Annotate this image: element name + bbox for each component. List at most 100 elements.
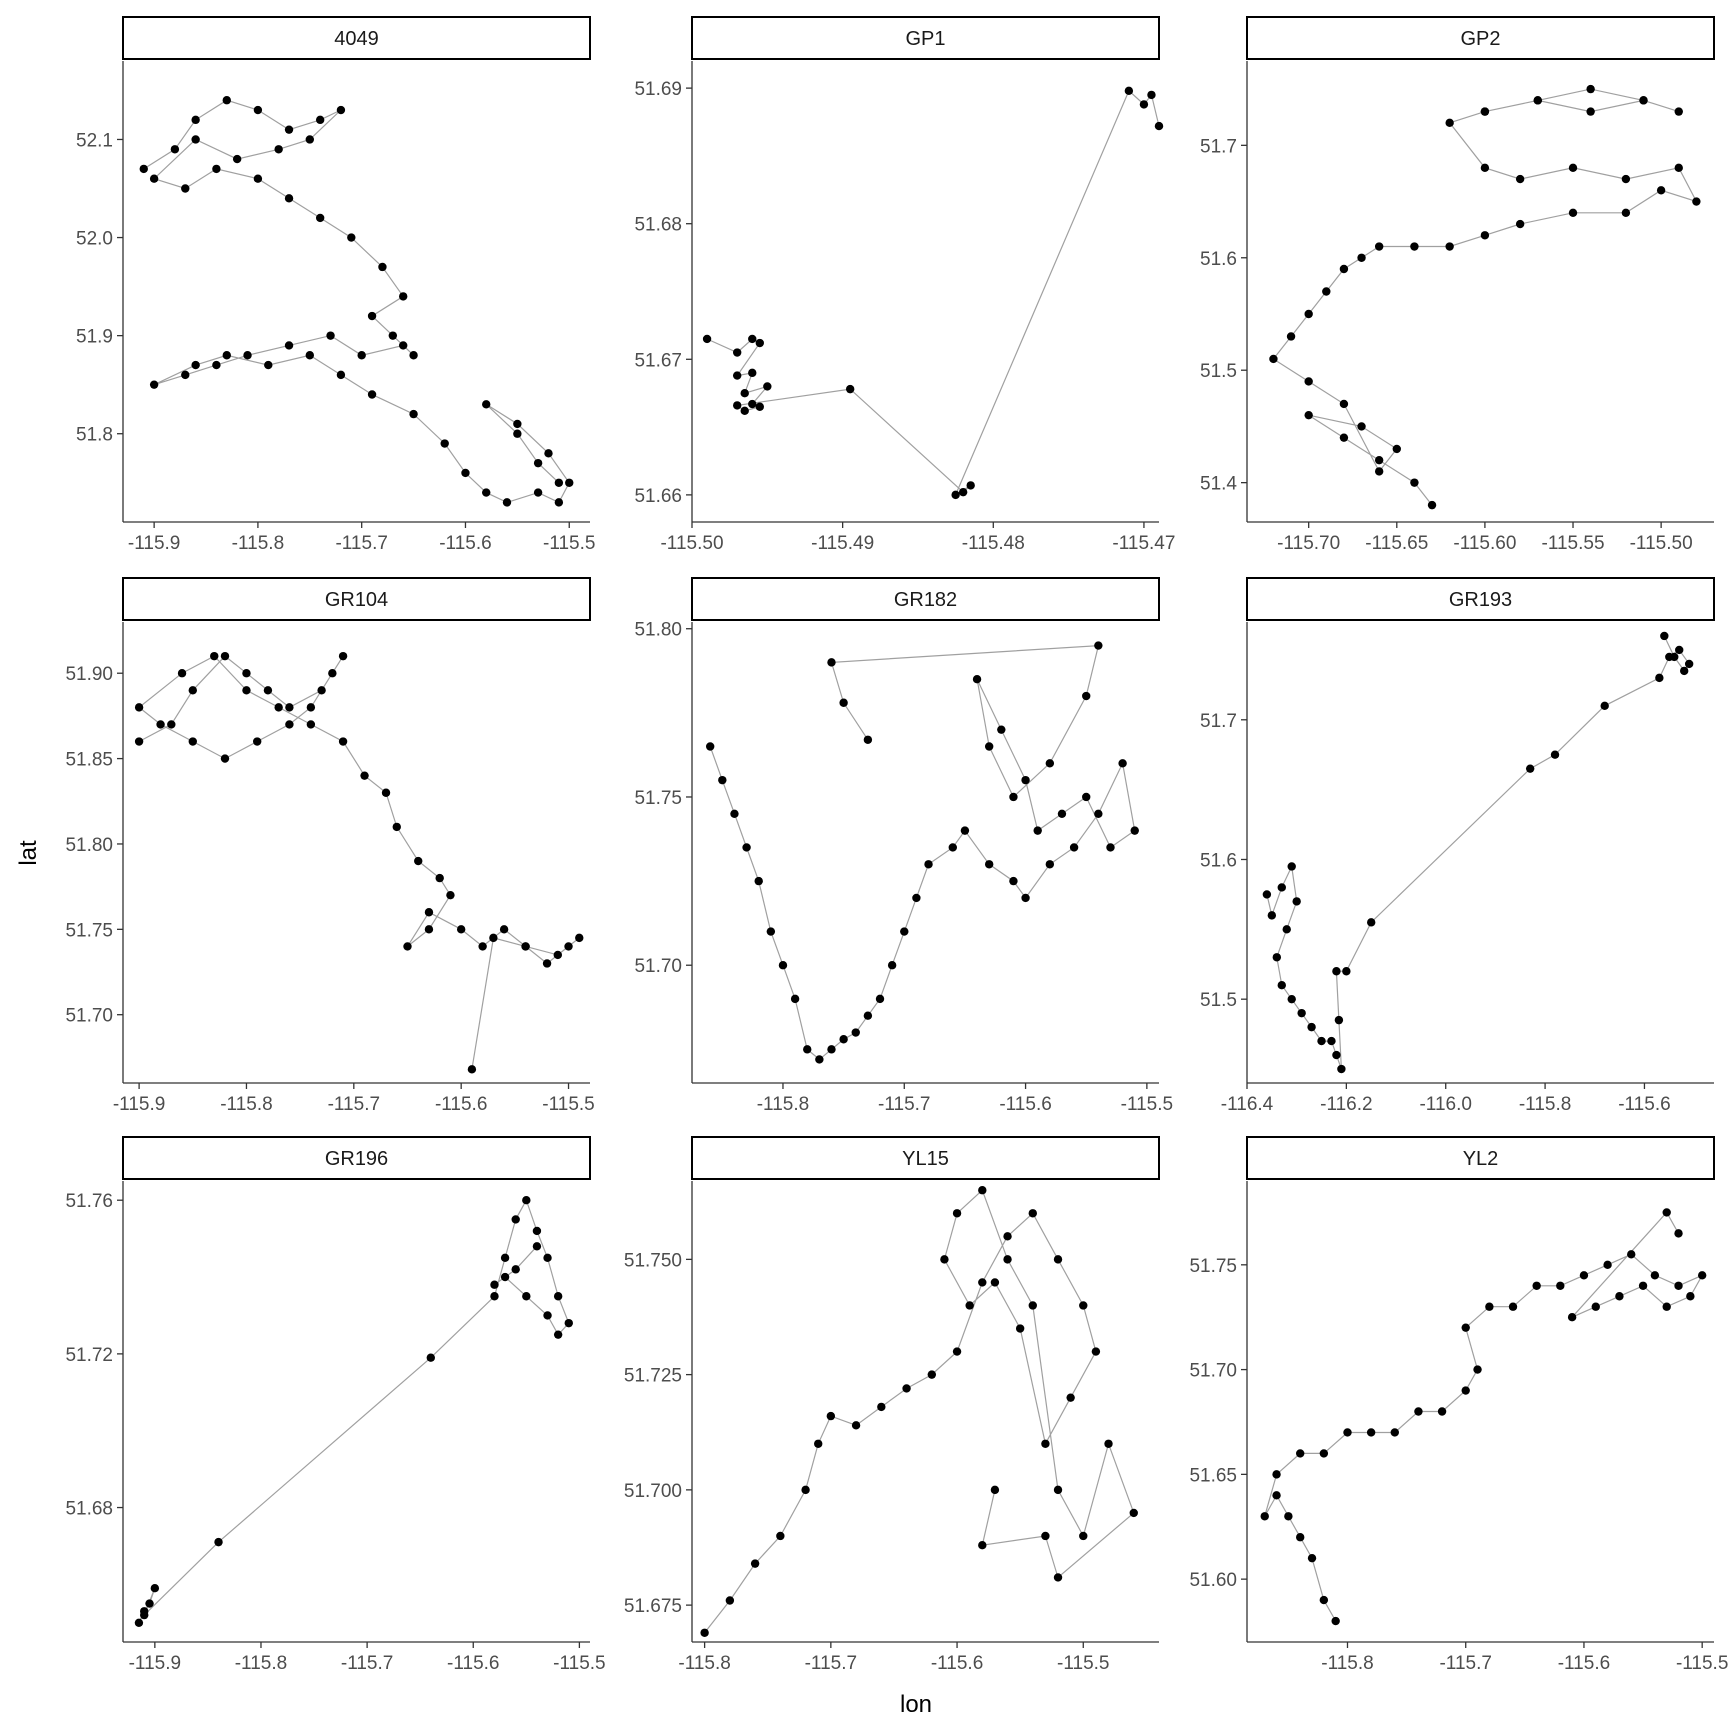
location-point: [741, 389, 749, 397]
x-tick-label: -115.48: [962, 533, 1025, 554]
location-point: [1438, 1407, 1446, 1415]
location-point: [1287, 332, 1295, 340]
location-point: [1357, 254, 1365, 262]
facet-strip-label: YL15: [902, 1148, 949, 1170]
location-point: [985, 860, 993, 868]
facet-panel: YL2-115.8 -115.7 -115.6 -115.551.6051.6551.…: [1189, 1137, 1728, 1674]
y-tick-label: 51.69: [634, 79, 682, 100]
location-point: [1686, 1292, 1694, 1300]
location-point: [1375, 467, 1383, 475]
location-point: [1663, 1208, 1671, 1216]
location-point: [1054, 1255, 1062, 1263]
location-point: [756, 403, 764, 411]
location-point: [900, 927, 908, 935]
location-point: [212, 361, 220, 369]
location-point: [285, 194, 293, 202]
y-tick-label: 51.60: [1189, 1570, 1237, 1591]
location-point: [513, 420, 521, 428]
location-point: [347, 233, 355, 241]
location-point: [565, 479, 573, 487]
location-point: [912, 894, 920, 902]
location-point: [1021, 894, 1029, 902]
location-point: [1296, 1449, 1304, 1457]
x-tick-label: -115.8: [232, 533, 284, 554]
location-point: [360, 771, 368, 779]
location-point: [223, 96, 231, 104]
location-point: [949, 843, 957, 851]
location-point: [1428, 501, 1436, 509]
location-point: [1094, 810, 1102, 818]
y-tick-label: 51.750: [624, 1250, 682, 1271]
location-point: [243, 351, 251, 359]
location-point: [368, 390, 376, 398]
x-tick-label: -115.5: [1121, 1094, 1173, 1115]
y-tick-label: 51.68: [65, 1499, 113, 1520]
x-tick-label: -115.7: [878, 1094, 930, 1115]
location-point: [1627, 1250, 1635, 1258]
location-point: [1082, 793, 1090, 801]
location-point: [1592, 1303, 1600, 1311]
location-point: [221, 754, 229, 762]
location-point: [779, 961, 787, 969]
location-point: [1601, 702, 1609, 710]
location-point: [751, 1559, 759, 1567]
location-point: [876, 995, 884, 1003]
location-point: [733, 371, 741, 379]
location-point: [522, 1292, 530, 1300]
location-point: [212, 165, 220, 173]
location-point: [978, 1186, 986, 1194]
location-point: [181, 184, 189, 192]
location-point: [1092, 1347, 1100, 1355]
location-point: [1516, 175, 1524, 183]
location-point: [1414, 1407, 1422, 1415]
location-point: [339, 737, 347, 745]
x-tick-label: -115.50: [1630, 533, 1693, 554]
location-point: [446, 891, 454, 899]
location-point: [1278, 981, 1286, 989]
location-point: [512, 1265, 520, 1273]
location-point: [1016, 1324, 1024, 1332]
y-tick-label: 51.70: [1189, 1361, 1237, 1382]
location-point: [1079, 1532, 1087, 1540]
location-point: [490, 1292, 498, 1300]
location-point: [306, 351, 314, 359]
location-point: [253, 737, 261, 745]
location-point: [846, 385, 854, 393]
location-point: [242, 686, 250, 694]
location-point: [1639, 96, 1647, 104]
location-point: [521, 942, 529, 950]
y-tick-label: 51.90: [65, 664, 113, 685]
location-point: [1481, 231, 1489, 239]
location-point: [285, 341, 293, 349]
location-point: [1066, 1393, 1074, 1401]
x-tick-label: -115.7: [328, 1094, 380, 1115]
location-point: [1622, 175, 1630, 183]
location-point: [940, 1255, 948, 1263]
location-point: [543, 1254, 551, 1262]
y-tick-label: 51.68: [634, 215, 682, 236]
location-point: [156, 720, 164, 728]
x-tick-label: -115.7: [805, 1653, 857, 1674]
location-point: [1357, 422, 1365, 430]
location-point: [827, 1045, 835, 1053]
location-point: [1615, 1292, 1623, 1300]
location-point: [306, 135, 314, 143]
y-tick-label: 51.72: [65, 1345, 113, 1366]
y-tick-label: 51.4: [1200, 474, 1237, 495]
location-point: [1009, 877, 1017, 885]
location-point: [1343, 1428, 1351, 1436]
y-tick-label: 51.6: [1200, 850, 1237, 871]
y-tick-label: 51.75: [1189, 1256, 1237, 1277]
location-point: [554, 1292, 562, 1300]
location-point: [1674, 1229, 1682, 1237]
facet-panel: GP1-115.50 -115.49 -115.48 -115.4751.6651.6…: [634, 17, 1175, 554]
location-point: [730, 810, 738, 818]
location-point: [1058, 810, 1066, 818]
location-point: [966, 481, 974, 489]
location-point: [951, 491, 959, 499]
location-point: [1140, 100, 1148, 108]
location-point: [1263, 890, 1271, 898]
location-point: [1485, 1303, 1493, 1311]
y-tick-label: 51.7: [1200, 136, 1237, 157]
location-point: [264, 361, 272, 369]
